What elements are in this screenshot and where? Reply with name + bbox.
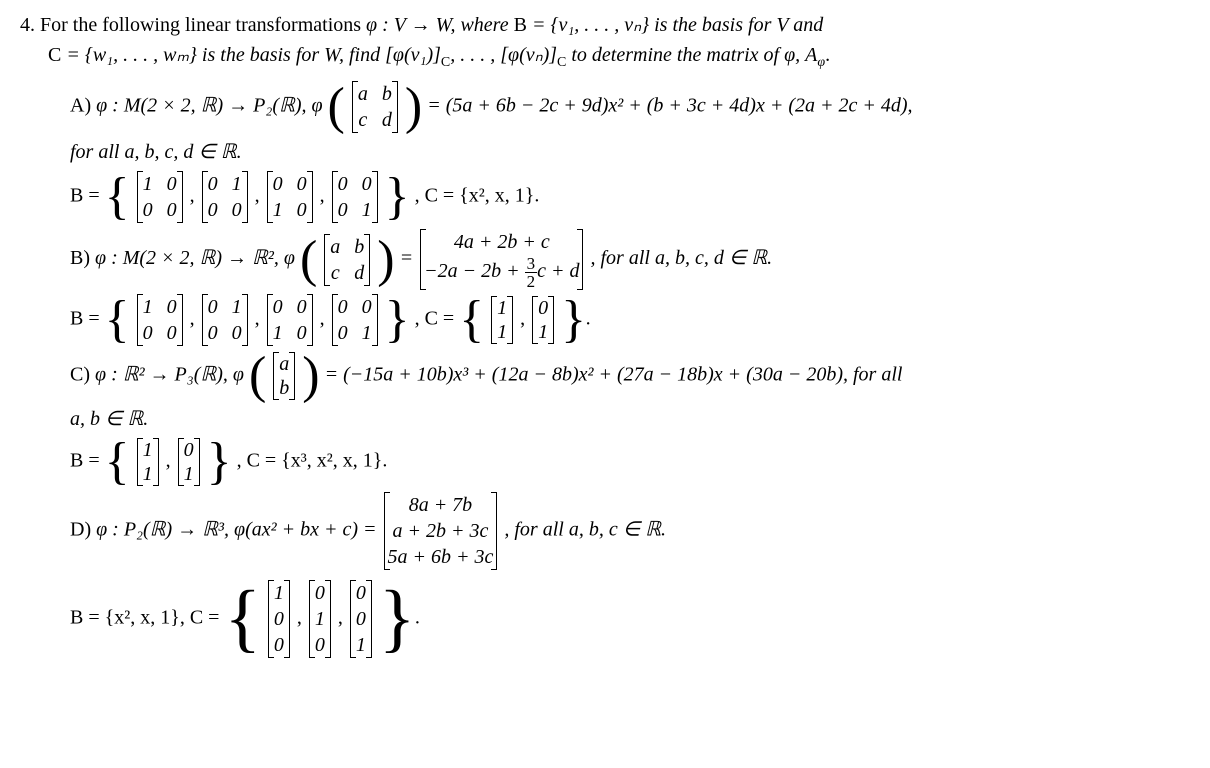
- part-d: D) φ : P₂(ℝ) → ℝ³, φ(ax² + bx + c) = 8a …: [70, 492, 1190, 658]
- e3: 0 0 1: [350, 580, 372, 658]
- b-vec2: 0 1: [178, 438, 200, 486]
- rbrace-icon: }: [207, 441, 232, 483]
- part-a-definition: A) φ : M(2 × 2, ℝ) → P₂(ℝ), φ ( ab cd ) …: [70, 81, 1190, 133]
- c-vec2: 0 1: [532, 296, 554, 344]
- fraction: 32: [525, 255, 538, 290]
- e2: 0 1 0: [309, 580, 331, 658]
- problem-intro: 4. For the following linear transformati…: [20, 10, 1190, 73]
- part-d-forall: , for all a, b, c ∈ ℝ.: [504, 519, 666, 541]
- B-eq-b: B =: [70, 308, 100, 330]
- b-vec1: 1 1: [137, 438, 159, 486]
- lbrace-icon: {: [105, 176, 130, 218]
- part-a-formula: = (5a + 6b − 2c + 9d)x² + (b + 3c + 4d)x…: [427, 95, 912, 117]
- basis-B: B: [514, 14, 527, 36]
- basis-m1: 10 00: [137, 171, 183, 223]
- part-b: B) φ : M(2 × 2, ℝ) → ℝ², φ ( ab cd ) = 4…: [70, 229, 1190, 346]
- period: .: [825, 44, 830, 66]
- intro-end: to determine the matrix of φ, A: [566, 44, 817, 66]
- part-d-definition: D) φ : P₂(ℝ) → ℝ³, φ(ax² + bx + c) = 8a …: [70, 492, 1190, 570]
- part-c: C) φ : ℝ² → P₃(ℝ), φ ( a b ) = (−15a + 1…: [70, 352, 1190, 486]
- phi-sub: φ: [817, 55, 825, 70]
- part-b-forall: , for all a, b, c, d ∈ ℝ.: [590, 247, 772, 269]
- problem-number: 4.: [20, 14, 35, 36]
- C-eq-b: , C =: [415, 308, 455, 330]
- part-d-map: φ : P₂(ℝ) → ℝ³, φ(ax² + bx + c) =: [96, 519, 381, 541]
- intro-map: : V → W, where: [377, 14, 513, 36]
- intro-basis-v: = {v₁, . . . , vₙ} is the basis for V an…: [527, 14, 823, 36]
- rparen-icon: ): [377, 239, 394, 281]
- rbrace-icon: }: [385, 299, 410, 341]
- result-vector-b: 4a + 2b + c −2a − 2b + 32c + d: [420, 229, 583, 290]
- B-eq: B =: [70, 185, 100, 207]
- phi-symbol: φ: [366, 14, 377, 36]
- basis-b-m1: 10 00: [137, 294, 183, 346]
- lbrace-icon: {: [105, 441, 130, 483]
- lbrace-icon: {: [459, 299, 484, 341]
- vec-ab: a b: [273, 352, 295, 400]
- intro-basis-w: = {w₁, . . . , wₘ} is the basis for W, f…: [61, 44, 441, 66]
- part-b-definition: B) φ : M(2 × 2, ℝ) → ℝ², φ ( ab cd ) = 4…: [70, 229, 1190, 290]
- B-eq-d: B = {x², x, 1}, C =: [70, 607, 219, 629]
- rbrace-icon: }: [379, 592, 415, 645]
- part-a-bases: B = { 10 00 , 01 00 , 00 10 , 00 01 } , …: [70, 171, 1190, 223]
- part-a: A) φ : M(2 × 2, ℝ) → P₂(ℝ), φ ( ab cd ) …: [70, 81, 1190, 223]
- lparen-icon: (: [328, 86, 345, 128]
- part-c-formula: = (−15a + 10b)x³ + (12a − 8b)x² + (27a −…: [325, 364, 903, 386]
- rbrace-icon: }: [385, 176, 410, 218]
- C-eq-c: , C = {x³, x², x, 1}.: [237, 450, 388, 472]
- part-a-forall: for all a, b, c, d ∈ ℝ.: [70, 137, 1190, 167]
- lbrace-icon: {: [224, 592, 260, 645]
- part-d-bases: B = {x², x, 1}, C = { 1 0 0 , 0 1 0 , 0 …: [70, 580, 1190, 658]
- C-eq-a: , C = {x², x, 1}.: [415, 185, 540, 207]
- part-c-map: φ : ℝ² → P₃(ℝ), φ: [95, 364, 244, 386]
- part-a-label: A): [70, 95, 91, 117]
- intro-dots: , . . . , [φ(vₙ)]: [450, 44, 557, 66]
- result-vector-d: 8a + 7b a + 2b + 3c 5a + 6b + 3c: [384, 492, 498, 570]
- basis-m4: 00 01: [332, 171, 378, 223]
- part-a-map: φ : M(2 × 2, ℝ) → P₂(ℝ), φ: [96, 95, 322, 117]
- e1: 1 0 0: [268, 580, 290, 658]
- B-eq-c: B =: [70, 450, 100, 472]
- basis-m3: 00 10: [267, 171, 313, 223]
- lparen-icon: (: [300, 239, 317, 281]
- lbrace-icon: {: [105, 299, 130, 341]
- matrix-abcd-b: ab cd: [324, 234, 370, 286]
- intro-text-1: For the following linear transformations: [40, 14, 366, 36]
- part-b-map: φ : M(2 × 2, ℝ) → ℝ², φ: [95, 247, 295, 269]
- part-c-forall: a, b ∈ ℝ.: [70, 404, 1190, 434]
- sub-c-1: C: [441, 55, 450, 70]
- basis-C: C: [48, 44, 61, 66]
- basis-m2: 01 00: [202, 171, 248, 223]
- basis-b-m2: 01 00: [202, 294, 248, 346]
- part-b-bases: B = { 10 00 , 01 00 , 00 10 , 00 01 } , …: [70, 294, 1190, 346]
- basis-b-m4: 00 01: [332, 294, 378, 346]
- rparen-icon: ): [302, 355, 319, 397]
- part-b-label: B): [70, 247, 90, 269]
- c-vec1: 1 1: [491, 296, 513, 344]
- basis-b-m3: 00 10: [267, 294, 313, 346]
- part-c-label: C): [70, 364, 90, 386]
- lparen-icon: (: [249, 355, 266, 397]
- rparen-icon: ): [405, 86, 422, 128]
- part-d-label: D): [70, 519, 91, 541]
- matrix-abcd: ab cd: [352, 81, 398, 133]
- rbrace-icon: }: [561, 299, 586, 341]
- sub-c-2: C: [557, 55, 566, 70]
- part-c-definition: C) φ : ℝ² → P₃(ℝ), φ ( a b ) = (−15a + 1…: [70, 352, 1190, 400]
- part-c-bases: B = { 1 1 , 0 1 } , C = {x³, x², x, 1}.: [70, 438, 1190, 486]
